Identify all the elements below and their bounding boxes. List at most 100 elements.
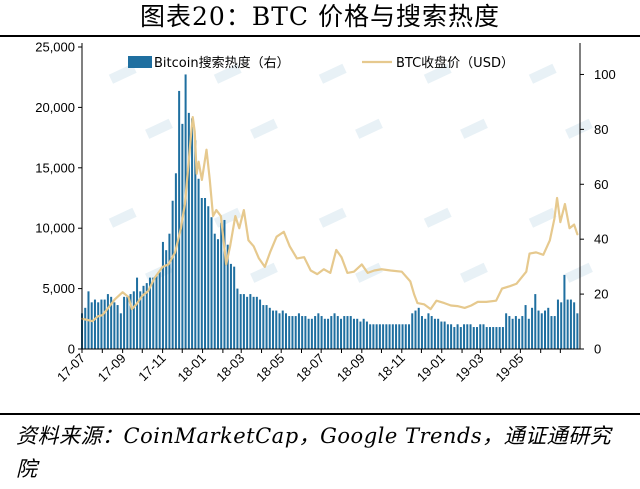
search-bar	[534, 294, 537, 349]
watermark-mark	[250, 118, 278, 139]
x-tick-label: 17-11	[135, 351, 168, 384]
y-left-tick-label: 0	[68, 342, 75, 357]
search-bar	[148, 277, 151, 349]
x-tick-label: 19-01	[414, 351, 448, 385]
search-bar	[459, 327, 462, 349]
watermark-mark	[213, 63, 242, 84]
search-bar	[132, 291, 135, 349]
search-bar	[191, 118, 194, 349]
search-bar	[187, 112, 190, 349]
search-bar	[103, 299, 106, 349]
search-bar	[411, 313, 414, 349]
watermark-mark	[423, 63, 452, 84]
search-bar	[197, 178, 200, 349]
y-right-tick-label: 100	[594, 67, 616, 82]
search-bar	[408, 324, 411, 349]
search-bar	[323, 318, 326, 349]
search-bar	[259, 299, 262, 349]
search-bar	[391, 324, 394, 349]
search-bar	[171, 200, 174, 349]
y-left-tick-label: 20,000	[35, 100, 75, 115]
y-left-tick-label: 10,000	[35, 221, 75, 236]
legend: Bitcoin搜索热度（右） BTC收盘价（USD）	[128, 55, 514, 71]
search-bar	[537, 310, 540, 349]
watermark-mark	[528, 207, 557, 228]
search-bar	[563, 274, 566, 349]
search-bar	[333, 313, 336, 349]
watermark-mark	[460, 118, 488, 139]
search-bar	[356, 318, 359, 349]
search-bar	[349, 316, 352, 349]
search-bar	[317, 313, 320, 349]
search-bar	[488, 327, 491, 349]
x-tick-label: 18-11	[374, 351, 407, 384]
x-tick-label: 18-07	[293, 351, 327, 385]
search-bars	[81, 74, 579, 350]
search-bar	[556, 299, 559, 349]
search-bar	[97, 302, 100, 349]
search-bar	[129, 294, 132, 349]
x-tick-label: 17-09	[95, 351, 129, 385]
search-bar	[262, 305, 265, 349]
search-bar	[420, 316, 423, 349]
search-bar	[479, 324, 482, 349]
watermark-mark	[460, 262, 488, 283]
title-divider	[0, 35, 640, 37]
watermark-mark	[355, 118, 383, 139]
search-bar	[268, 307, 271, 349]
figure-title: 图表20：BTC 价格与搜索热度	[140, 2, 500, 31]
y-right-tick-label: 0	[594, 342, 601, 357]
search-bar	[446, 324, 449, 349]
search-bar	[165, 250, 168, 349]
search-bar	[200, 198, 203, 349]
y-left-tick-label: 25,000	[35, 40, 75, 55]
search-bar	[223, 219, 226, 349]
watermark-mark	[108, 207, 137, 228]
search-bar	[291, 316, 294, 349]
search-bar	[181, 123, 184, 350]
search-bar	[110, 296, 113, 349]
watermark-mark	[145, 118, 173, 139]
search-bar	[249, 294, 252, 349]
legend-bar-swatch	[128, 56, 152, 68]
search-bar	[395, 324, 398, 349]
search-bar	[524, 305, 527, 349]
search-bar	[450, 324, 453, 349]
legend-bar-label: Bitcoin搜索热度（右）	[154, 55, 290, 71]
x-tick-label: 18-01	[175, 351, 209, 385]
search-bar	[126, 296, 129, 349]
search-bar	[514, 316, 517, 349]
search-bar	[433, 318, 436, 349]
search-bar	[294, 316, 297, 349]
search-bar	[161, 241, 164, 349]
search-bar	[424, 318, 427, 349]
search-bar	[336, 316, 339, 349]
search-bar	[174, 173, 177, 349]
search-bar	[440, 321, 443, 349]
search-bar	[301, 316, 304, 349]
y-right-tick-label: 20	[594, 287, 608, 302]
search-bar	[139, 291, 142, 349]
search-bar	[505, 313, 508, 349]
search-bar	[466, 324, 469, 349]
search-bar	[194, 140, 197, 349]
search-bar	[495, 327, 498, 349]
search-bar	[375, 324, 378, 349]
legend-line-label: BTC收盘价（USD）	[396, 55, 514, 71]
watermark-mark	[250, 262, 278, 283]
search-bar	[569, 299, 572, 349]
search-bar	[204, 198, 207, 349]
search-bar	[239, 294, 242, 349]
search-bar	[252, 296, 255, 349]
search-bar	[378, 324, 381, 349]
search-bar	[145, 283, 148, 349]
search-bar	[453, 327, 456, 349]
search-bar	[152, 277, 155, 349]
price-line	[80, 115, 579, 323]
search-bar	[382, 324, 385, 349]
search-bar	[472, 327, 475, 349]
search-bar	[168, 233, 171, 349]
search-bar	[521, 316, 524, 349]
search-bar	[113, 302, 116, 349]
